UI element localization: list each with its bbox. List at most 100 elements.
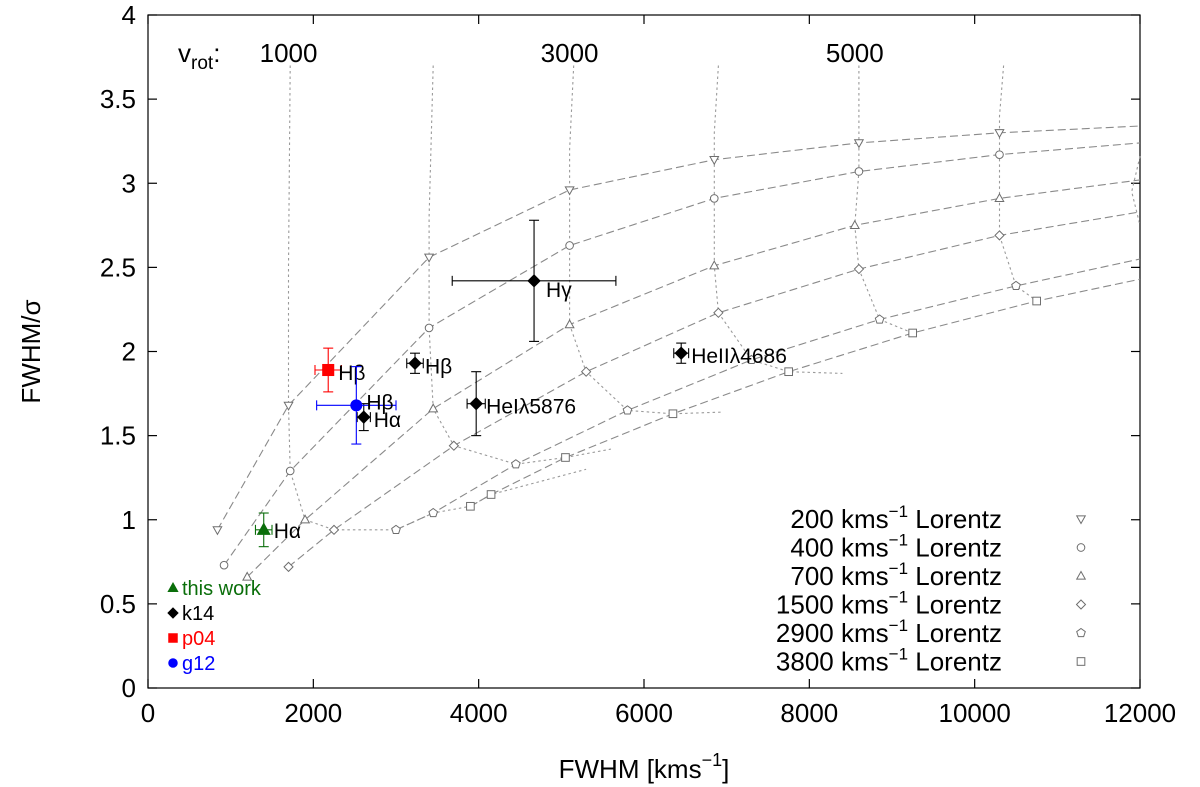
x-axis-label-close: ] — [722, 754, 729, 784]
model-curve — [395, 258, 1141, 531]
model-point — [994, 192, 1005, 203]
legend-unit-sup: −1 — [889, 531, 908, 550]
model-point — [746, 354, 757, 365]
legend-obs-marker — [168, 658, 178, 668]
legend-name: 3800 kms — [776, 647, 889, 677]
legend-name: 400 kms — [790, 533, 888, 563]
vrot-curves — [287, 65, 1141, 531]
legend-obs-marker — [168, 633, 178, 643]
model-point — [853, 139, 865, 149]
model-point — [466, 501, 475, 511]
obs-point — [357, 410, 371, 424]
vrot-curve — [1131, 156, 1141, 226]
y-tick-label: 3.5 — [100, 84, 136, 114]
x-axis-label-sup: −1 — [702, 750, 723, 770]
model-point — [564, 319, 575, 329]
y-axis-label: FWHM/σ — [16, 299, 46, 403]
obs-label: Hβ — [366, 391, 393, 414]
legend-profile: Lorentz — [915, 618, 1002, 648]
model-curves — [212, 125, 1141, 581]
model-point — [853, 263, 865, 275]
x-tick-label: 4000 — [450, 698, 508, 728]
model-point — [486, 490, 496, 499]
legend-unit-sup: −1 — [889, 645, 908, 664]
legend-unit-sup: −1 — [889, 616, 908, 635]
legend-marker — [1075, 570, 1087, 580]
model-curve — [470, 278, 1141, 507]
legend-entry: 3800 kms−1 Lorentz — [776, 645, 1002, 677]
obs-point — [469, 396, 483, 411]
model-point — [994, 129, 1005, 139]
legend-entry: 700 kms−1 Lorentz — [790, 559, 1002, 591]
legend-obs-label: g12 — [182, 653, 215, 675]
legend-entry: 1500 kms−1 Lorentz — [776, 588, 1002, 620]
model-point — [510, 459, 521, 469]
legend-profile: Lorentz — [915, 504, 1002, 534]
legend-profile: Lorentz — [915, 590, 1002, 620]
legend-space — [908, 561, 915, 591]
vrot-label-colon: : — [213, 38, 220, 68]
vrot-label: vrot: — [178, 38, 220, 74]
model-point — [299, 514, 311, 524]
legend-obs-label: k14 — [182, 603, 214, 625]
model-point — [874, 314, 885, 324]
model-point — [994, 230, 1005, 241]
model-curve — [223, 142, 1141, 566]
legend-profile: Lorentz — [915, 647, 1002, 677]
x-tick-label: 6000 — [615, 698, 673, 728]
vrot-curve — [998, 65, 1038, 302]
model-point — [328, 524, 340, 536]
model-point — [428, 403, 439, 413]
y-tick-label: 0.5 — [100, 589, 136, 619]
legend-space — [908, 504, 915, 534]
x-tick-label: 0 — [141, 698, 155, 728]
vrot-curve — [287, 65, 587, 531]
model-point — [285, 466, 295, 476]
vrot-value-label: 5000 — [826, 38, 884, 68]
legend-name: 1500 kms — [776, 590, 889, 620]
model-point — [219, 560, 229, 570]
legend-marker — [1075, 599, 1087, 610]
model-curve — [288, 211, 1141, 568]
model-point — [849, 219, 860, 229]
obs-label: Hβ — [338, 362, 365, 385]
vrot-value-label: 3000 — [541, 38, 599, 68]
model-point — [668, 409, 678, 419]
model-point — [580, 366, 592, 377]
obs-point — [674, 346, 688, 360]
obs-label: Hα — [274, 520, 301, 543]
obs-point — [322, 363, 335, 377]
model-curve — [246, 179, 1141, 578]
legend-obs-marker — [167, 581, 179, 592]
model-point — [561, 453, 570, 462]
obs-point — [256, 522, 271, 535]
model-point — [709, 156, 720, 166]
obs-point — [527, 274, 541, 288]
legend-obs-marker — [167, 607, 179, 619]
vrot-curve — [713, 65, 843, 374]
vrot-value-label: 1000 — [260, 38, 318, 68]
model-point — [448, 440, 460, 451]
model-point — [423, 253, 435, 263]
model-point — [283, 401, 294, 411]
x-tick-label: 12000 — [1104, 698, 1176, 728]
legend-marker — [1075, 515, 1087, 525]
model-point — [565, 241, 574, 250]
model-point — [1032, 296, 1041, 306]
model-point — [391, 524, 401, 534]
obs-label: Hβ — [425, 355, 452, 378]
model-point — [424, 323, 434, 333]
legend-unit-sup: −1 — [889, 559, 908, 578]
legend-marker — [1076, 657, 1086, 666]
legend-marker — [1076, 627, 1086, 638]
y-tick-label: 4 — [122, 0, 136, 30]
y-tick-label: 3 — [122, 168, 136, 198]
y-tick-label: 1.5 — [100, 421, 136, 451]
legend-marker — [1076, 543, 1086, 552]
x-tick-label: 8000 — [780, 698, 838, 728]
model-point — [908, 328, 917, 338]
obs-label: HeIλ5876 — [486, 396, 576, 419]
legend-profile: Lorentz — [915, 561, 1002, 591]
